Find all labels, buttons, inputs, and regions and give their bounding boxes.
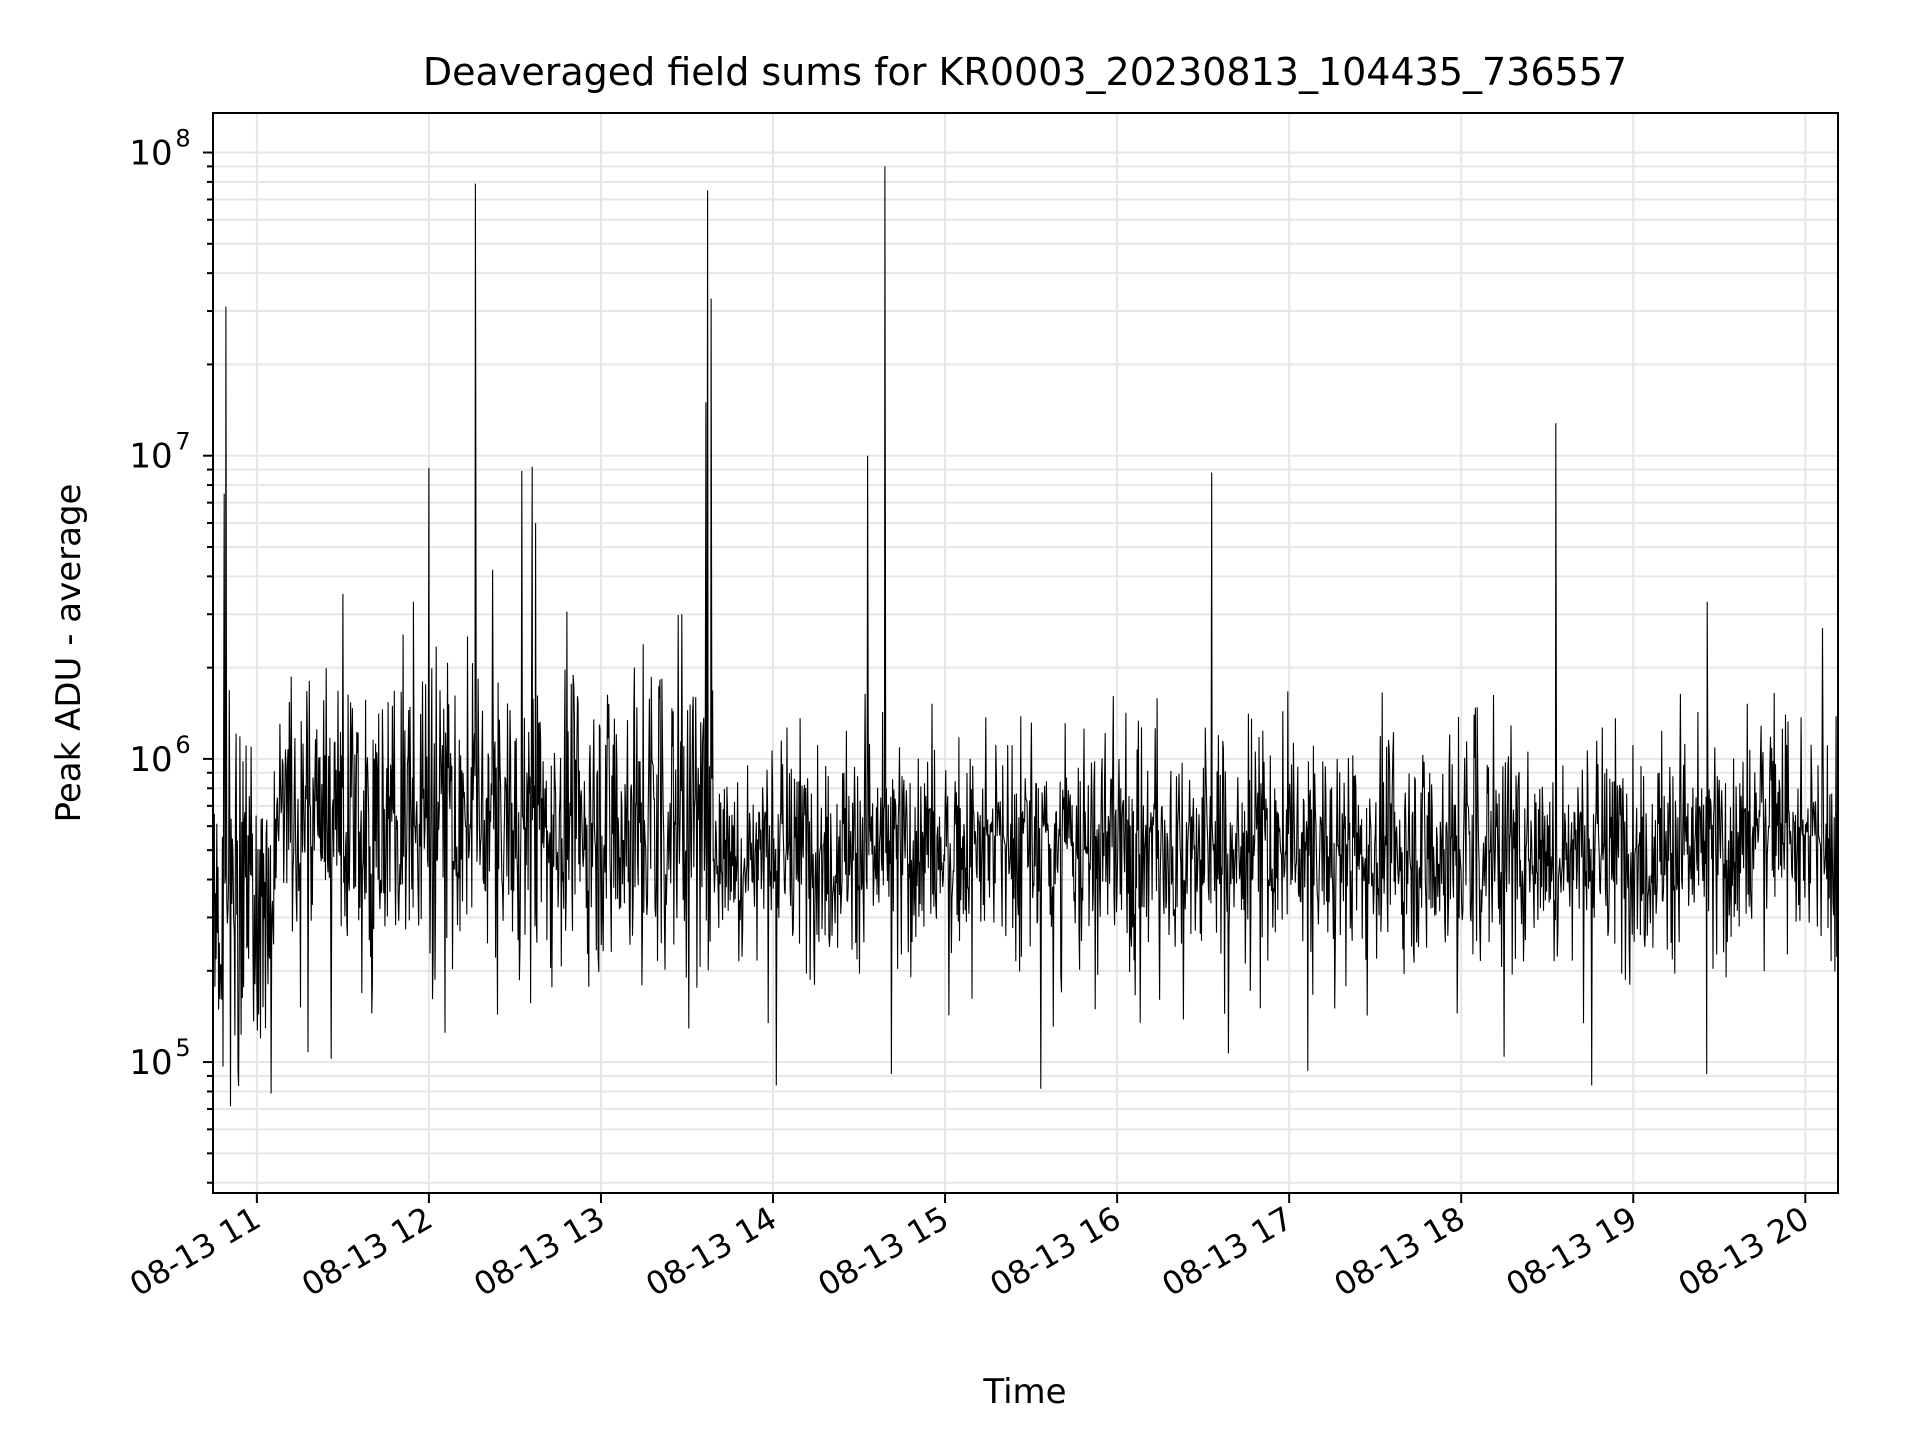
y-tick-exponent: 6 bbox=[175, 731, 190, 759]
x-tick-label: 08-13 12 bbox=[295, 1199, 439, 1304]
series-layer bbox=[212, 166, 1839, 1107]
y-tick-label: 10 bbox=[129, 134, 172, 174]
x-axis: 08-13 11 08-13 12 08-13 13 08-13 14 08-13 15… bbox=[123, 1193, 1815, 1304]
y-tick-label: 10 bbox=[129, 1043, 172, 1083]
x-axis-label: Time bbox=[982, 1372, 1066, 1412]
x-tick-label: 08-13 20 bbox=[1672, 1199, 1816, 1304]
x-tick-label: 08-13 15 bbox=[811, 1199, 955, 1304]
y-tick-label: 10 bbox=[129, 437, 172, 477]
y-tick-exponent: 8 bbox=[175, 125, 190, 153]
chart-title: Deaveraged field sums for KR0003_2023081… bbox=[423, 50, 1627, 94]
x-tick-label: 08-13 17 bbox=[1156, 1199, 1300, 1304]
plot-frame bbox=[212, 112, 1839, 1194]
series-line bbox=[212, 166, 1839, 1107]
x-tick-label: 08-13 18 bbox=[1328, 1199, 1472, 1304]
x-tick-label: 08-13 16 bbox=[984, 1199, 1128, 1304]
grid-lines bbox=[213, 113, 1838, 1193]
y-tick-label: 10 bbox=[129, 740, 172, 780]
x-tick-label: 08-13 19 bbox=[1500, 1199, 1644, 1304]
y-axis-label: Peak ADU - average bbox=[49, 484, 89, 823]
y-tick-exponent: 5 bbox=[175, 1034, 190, 1062]
x-tick-label: 08-13 14 bbox=[639, 1199, 783, 1304]
x-tick-label: 08-13 11 bbox=[123, 1199, 267, 1304]
y-tick-exponent: 7 bbox=[175, 428, 190, 456]
x-tick-label: 08-13 13 bbox=[467, 1199, 611, 1304]
